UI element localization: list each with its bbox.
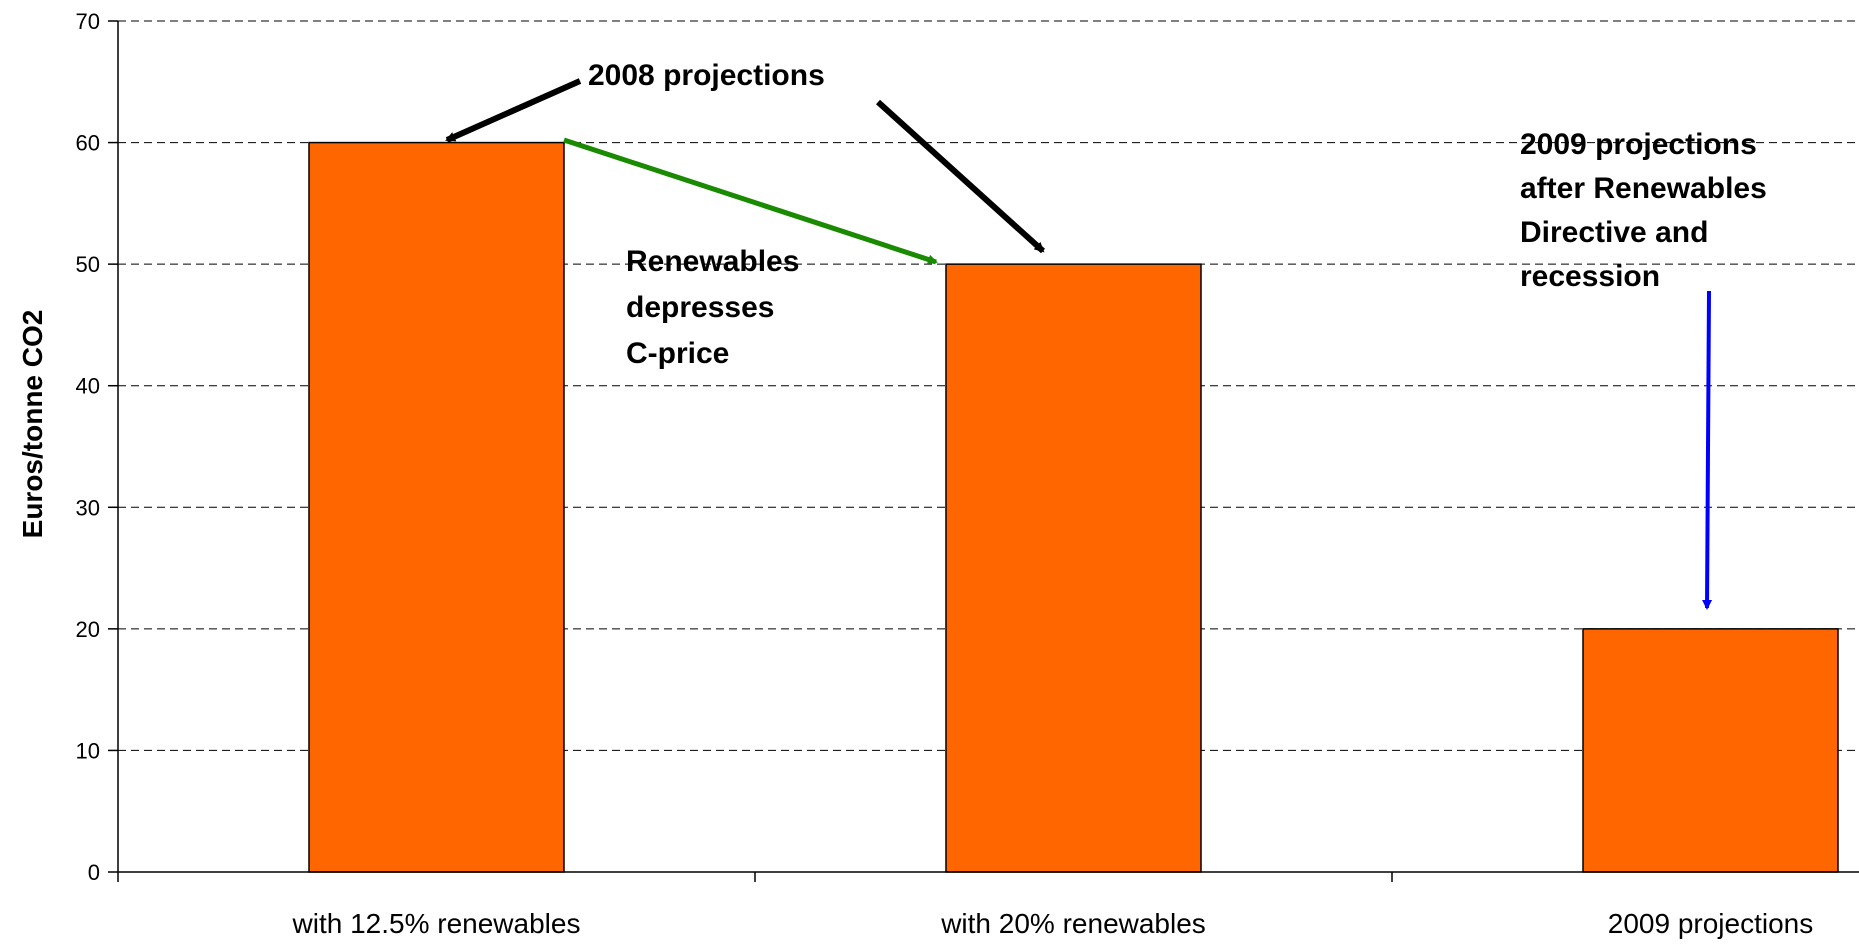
y-tick-label-60: 60 bbox=[76, 131, 100, 156]
annotations: 2008 projections Renewables depresses C-pri… bbox=[445, 59, 1767, 610]
y-tick-label-70: 70 bbox=[76, 9, 100, 34]
arrow-2008-to-bar-1 bbox=[445, 78, 582, 143]
bar-1 bbox=[308, 141, 565, 873]
annotation-2008-projections: 2008 projections bbox=[588, 59, 825, 92]
arrow-2009-blue bbox=[1702, 290, 1713, 610]
y-axis-title: Euros/tonne CO2 bbox=[17, 310, 48, 539]
bars bbox=[308, 141, 1839, 873]
x-category-label-1: with 12.5% renewables bbox=[292, 908, 581, 939]
y-tick-label-40: 40 bbox=[76, 374, 100, 399]
x-tick-labels: with 12.5% renewables with 20% renewables… bbox=[292, 908, 1814, 939]
annotation-2009-projections: 2009 projections after Renewables Directiv… bbox=[1520, 128, 1767, 293]
annotation-renewables-depresses: Renewables depresses C-price bbox=[626, 245, 799, 370]
bar-3 bbox=[1582, 628, 1839, 873]
x-category-label-2: with 20% renewables bbox=[940, 908, 1206, 939]
axes bbox=[108, 20, 1859, 882]
y-tick-label-10: 10 bbox=[76, 738, 100, 763]
y-tick-label-50: 50 bbox=[76, 252, 100, 277]
bar-2 bbox=[945, 263, 1202, 873]
arrow-renewables-green bbox=[563, 137, 938, 265]
y-tick-label-30: 30 bbox=[76, 495, 100, 520]
y-tick-labels: 0 10 20 30 40 50 60 70 bbox=[76, 9, 100, 885]
arrow-2008-to-bar-2 bbox=[875, 99, 1046, 254]
y-tick-label-0: 0 bbox=[88, 860, 100, 885]
x-category-label-3: 2009 projections bbox=[1608, 908, 1813, 939]
y-tick-label-20: 20 bbox=[76, 617, 100, 642]
